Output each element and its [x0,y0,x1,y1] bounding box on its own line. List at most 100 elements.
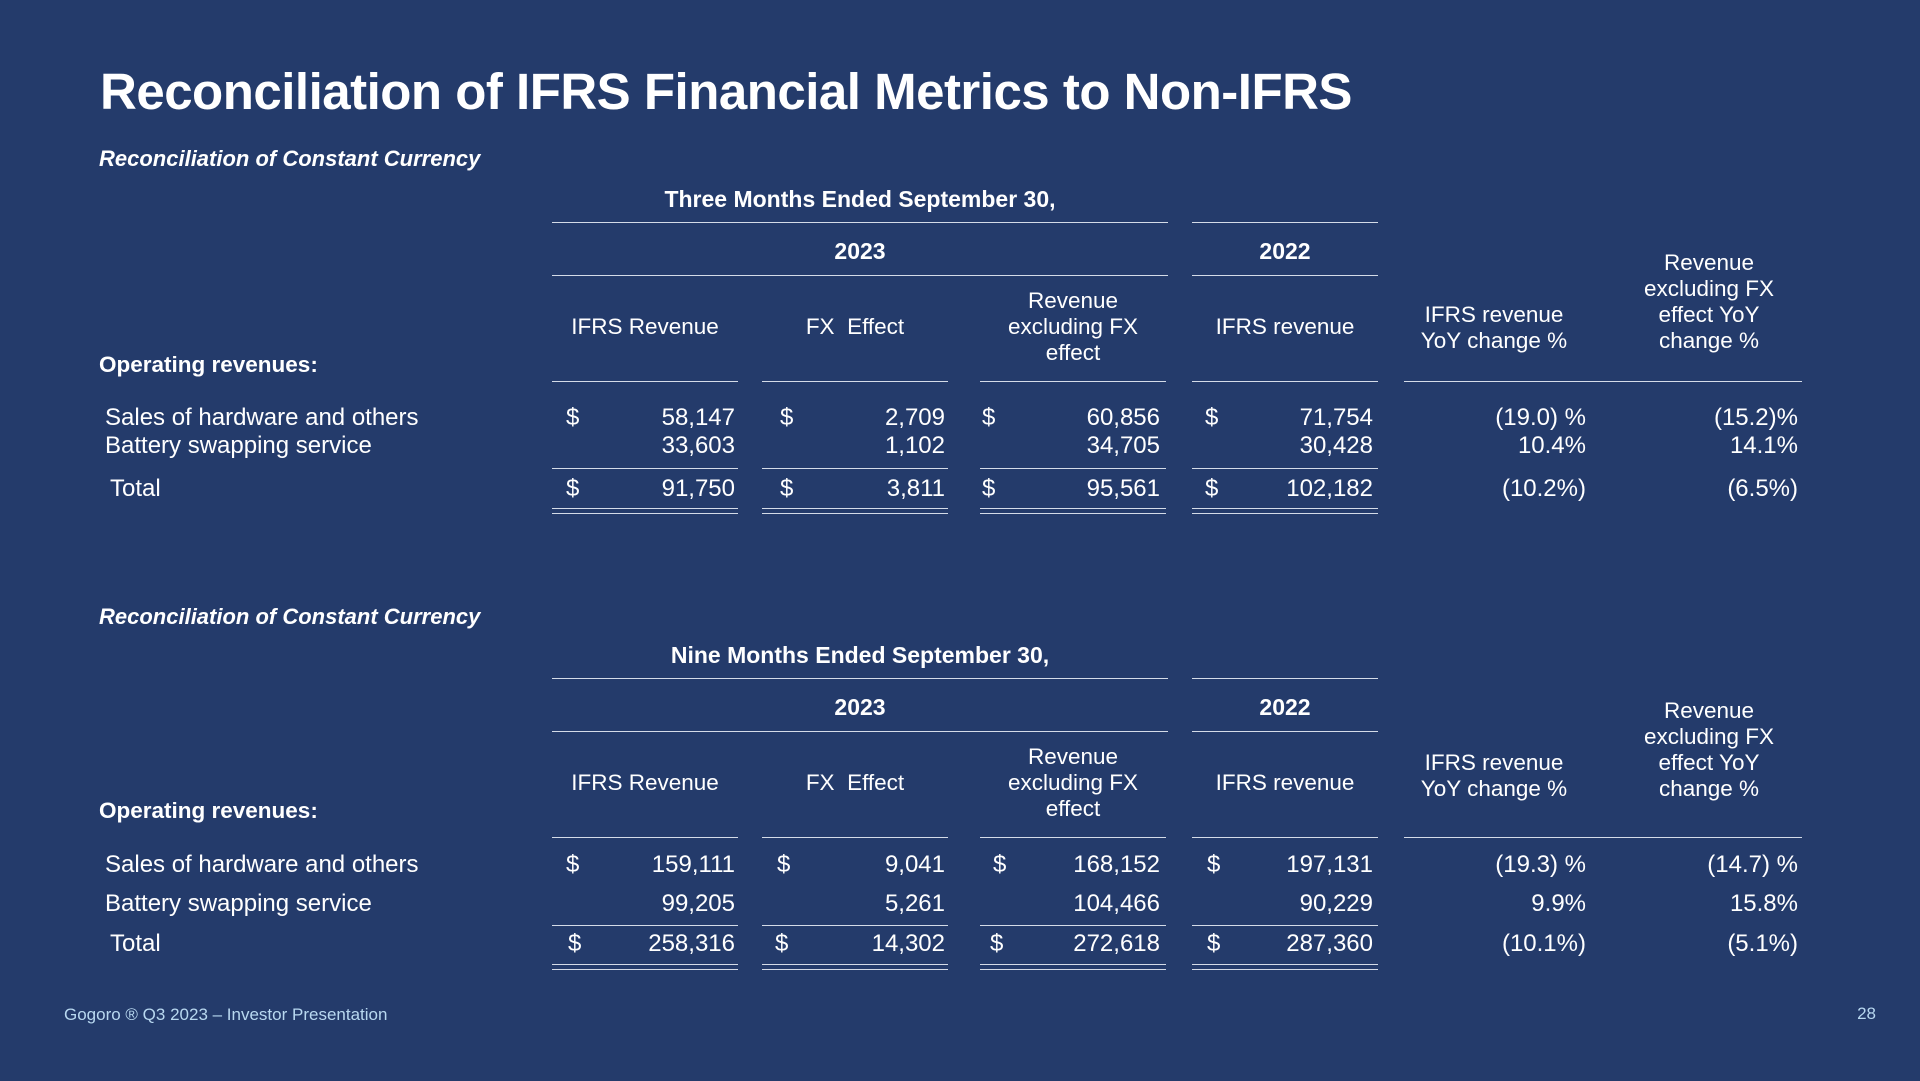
footer-text: Gogoro ® Q3 2023 – Investor Presentation [64,1005,388,1024]
row-label: Sales of hardware and others [105,404,419,431]
currency-symbol: $ [780,404,794,431]
col-rule [762,837,948,838]
currency-symbol: $ [780,475,794,502]
cell-ifrs-2022: 197,131 [1286,851,1373,878]
total-double-rule [1192,508,1378,514]
year-rule [1192,731,1378,732]
row-label: Battery swapping service [105,432,372,459]
cell-yoy: (10.2%) [1501,475,1586,502]
col-header-revenue-excl-fx: Revenue excluding FX effect [1007,288,1139,365]
year-rule [552,275,1168,276]
cell-fx: 2,709 [884,404,945,431]
year-header-prior: 2022 [1259,238,1311,264]
page-number: 28 [1857,1004,1876,1023]
currency-symbol: $ [566,475,580,502]
row-label: Total [110,475,161,502]
period-rule [552,678,1168,679]
period-rule [552,222,1168,223]
cell-fx: 14,302 [871,930,945,957]
col-rule [980,381,1166,382]
cell-excl-fx: 104,466 [1073,890,1160,917]
col-rule [1404,837,1802,838]
total-double-rule [980,964,1166,970]
year-rule [1192,275,1378,276]
row-label: Sales of hardware and others [105,851,419,878]
year-header-current: 2023 [834,694,886,720]
col-header-ifrs-revenue-2022: IFRS revenue [1215,770,1355,795]
currency-symbol: $ [1205,404,1219,431]
period-rule [1192,222,1378,223]
subtotal-rule [980,925,1166,926]
section-subtitle: Reconciliation of Constant Currency [99,146,481,171]
col-rule [762,381,948,382]
cell-ifrs-2022: 287,360 [1286,930,1373,957]
cell-ifrs-2023: 58,147 [661,404,735,431]
row-label: Total [110,930,161,957]
col-header-ifrs-revenue: IFRS Revenue [571,314,719,339]
currency-symbol: $ [568,930,582,957]
subtotal-rule [762,925,948,926]
col-rule [1192,837,1378,838]
cell-fx: 1,102 [884,432,945,459]
col-header-yoy-change: IFRS revenue YoY change % [1420,302,1568,353]
total-double-rule [762,964,948,970]
cell-excl-fx: 95,561 [1086,475,1160,502]
cell-excl-yoy: (5.1%) [1727,930,1798,957]
col-rule [1404,381,1802,382]
col-header-excl-fx-yoy: Revenue excluding FX effect YoY change % [1643,698,1775,801]
page-title: Reconciliation of IFRS Financial Metrics… [100,63,1352,120]
col-header-ifrs-revenue-2022: IFRS revenue [1215,314,1355,339]
cell-excl-yoy: 15.8% [1729,890,1798,917]
col-rule [552,837,738,838]
year-header-prior: 2022 [1259,694,1311,720]
period-rule [1192,678,1378,679]
col-header-excl-fx-yoy: Revenue excluding FX effect YoY change % [1643,250,1775,353]
cell-excl-yoy: (6.5%) [1727,475,1798,502]
total-double-rule [1192,964,1378,970]
year-rule [552,731,1168,732]
cell-excl-fx: 168,152 [1073,851,1160,878]
currency-symbol: $ [566,851,580,878]
col-header-fx-effect: FX Effect [805,770,905,795]
row-label: Battery swapping service [105,890,372,917]
subtotal-rule [980,468,1166,469]
cell-ifrs-2022: 102,182 [1286,475,1373,502]
total-double-rule [552,964,738,970]
col-header-fx-effect: FX Effect [805,314,905,339]
cell-yoy: 10.4% [1517,432,1586,459]
cell-yoy: (10.1%) [1501,930,1586,957]
currency-symbol: $ [1207,851,1221,878]
cell-ifrs-2022: 71,754 [1299,404,1373,431]
col-header-yoy-change: IFRS revenue YoY change % [1420,750,1568,801]
cell-fx: 5,261 [884,890,945,917]
period-header: Three Months Ended September 30, [664,186,1056,212]
cell-yoy: 9.9% [1531,890,1586,917]
cell-excl-yoy: (15.2)% [1713,404,1798,431]
cell-yoy: (19.0) % [1495,404,1586,431]
total-double-rule [762,508,948,514]
cell-yoy: (19.3) % [1495,851,1586,878]
cell-ifrs-2023: 99,205 [661,890,735,917]
subtotal-rule [552,925,738,926]
currency-symbol: $ [566,404,580,431]
col-rule [1192,381,1378,382]
year-header-current: 2023 [834,238,886,264]
col-rule [552,381,738,382]
col-header-ifrs-revenue: IFRS Revenue [571,770,719,795]
currency-symbol: $ [982,475,996,502]
cell-excl-yoy: 14.1% [1729,432,1798,459]
operating-revenues-label: Operating revenues: [99,798,318,823]
col-header-revenue-excl-fx: Revenue excluding FX effect [1007,744,1139,821]
subtotal-rule [762,468,948,469]
cell-ifrs-2022: 90,229 [1299,890,1373,917]
section-subtitle: Reconciliation of Constant Currency [99,604,481,629]
cell-ifrs-2023: 33,603 [661,432,735,459]
cell-fx: 9,041 [884,851,945,878]
cell-ifrs-2023: 159,111 [651,851,735,878]
cell-excl-fx: 60,856 [1086,404,1160,431]
operating-revenues-label: Operating revenues: [99,352,318,377]
cell-excl-fx: 272,618 [1073,930,1160,957]
currency-symbol: $ [775,930,789,957]
subtotal-rule [552,468,738,469]
currency-symbol: $ [990,930,1004,957]
